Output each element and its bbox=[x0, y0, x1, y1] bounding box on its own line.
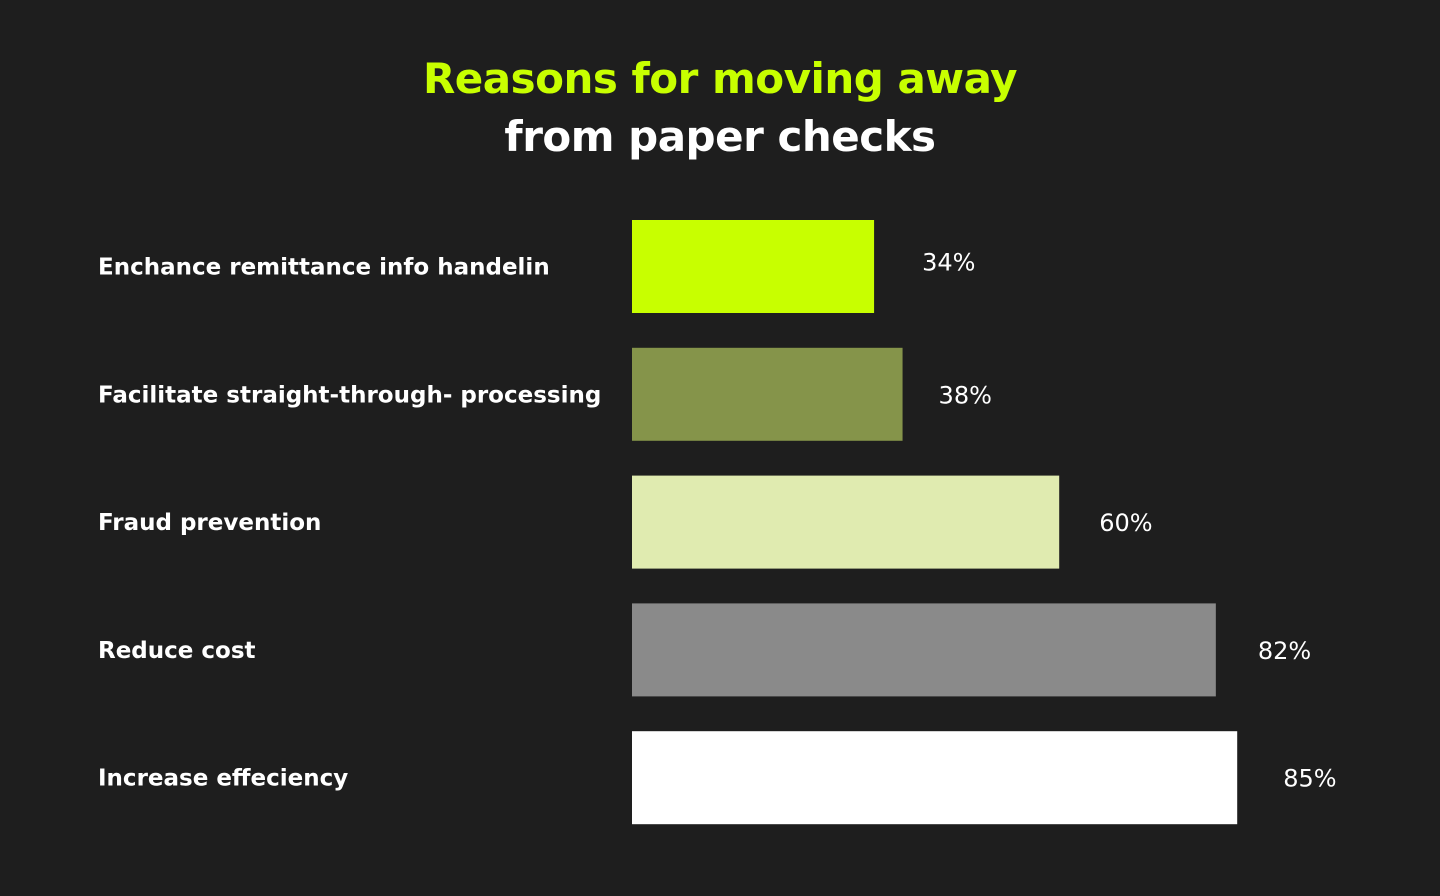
bar bbox=[632, 347, 903, 441]
value-label: 85% bbox=[1283, 765, 1336, 793]
value-label: 34% bbox=[922, 249, 975, 277]
category-label: Enchance remittance info handelin bbox=[98, 255, 550, 281]
bar bbox=[632, 475, 1060, 569]
value-label: 60% bbox=[1099, 509, 1152, 537]
value-label: 82% bbox=[1258, 637, 1311, 665]
bar bbox=[632, 220, 875, 313]
category-label: Facilitate straight-through- processing bbox=[98, 382, 601, 408]
category-label: Increase effeciency bbox=[98, 766, 348, 792]
chart-title: Reasons for moving away from paper check… bbox=[0, 50, 1440, 166]
category-label: Reduce cost bbox=[98, 638, 256, 664]
chart-title-line-2: from paper checks bbox=[504, 112, 936, 161]
bar bbox=[632, 731, 1238, 825]
category-label: Fraud prevention bbox=[98, 510, 321, 536]
bar bbox=[632, 603, 1216, 697]
value-label: 38% bbox=[939, 381, 992, 409]
chart-title-line-1: Reasons for moving away bbox=[422, 54, 1018, 103]
